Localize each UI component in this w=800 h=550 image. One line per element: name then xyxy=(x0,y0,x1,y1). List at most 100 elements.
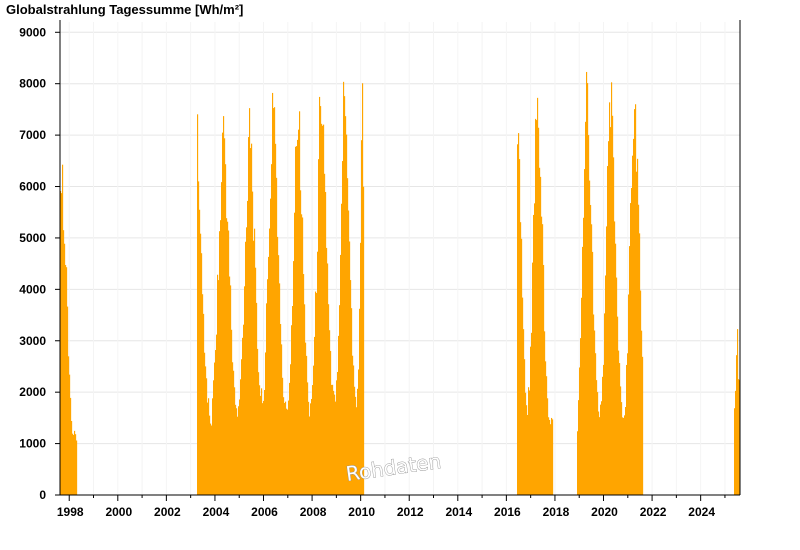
daily-bar xyxy=(254,228,256,495)
x-tick-label: 2004 xyxy=(203,505,230,519)
daily-bar xyxy=(286,408,288,495)
daily-bar xyxy=(280,324,282,495)
daily-bar xyxy=(522,297,524,495)
daily-bar xyxy=(257,348,259,495)
daily-bar xyxy=(611,82,613,495)
daily-bar xyxy=(580,338,582,495)
daily-bar xyxy=(289,382,291,495)
daily-bar xyxy=(304,304,306,495)
daily-bar xyxy=(243,324,245,495)
daily-bar xyxy=(623,417,625,495)
daily-bar xyxy=(582,246,584,495)
daily-bar xyxy=(68,356,70,495)
daily-bar xyxy=(282,377,284,495)
daily-bar xyxy=(205,366,207,495)
x-tick-label: 2010 xyxy=(348,505,375,519)
daily-bar xyxy=(518,133,520,495)
daily-bar xyxy=(285,401,287,495)
daily-bar xyxy=(264,389,266,495)
daily-bar xyxy=(631,188,633,495)
daily-bar xyxy=(201,253,203,495)
daily-bar xyxy=(591,224,593,495)
daily-bar xyxy=(350,280,352,495)
daily-bar xyxy=(227,221,229,495)
daily-bar xyxy=(76,440,78,495)
daily-bar xyxy=(535,118,537,495)
daily-bar xyxy=(259,385,261,495)
daily-bar xyxy=(204,352,206,495)
daily-bar xyxy=(62,164,64,495)
daily-bar xyxy=(218,280,220,495)
daily-bar xyxy=(594,330,596,495)
daily-bar xyxy=(578,400,580,495)
axes xyxy=(55,20,741,501)
daily-bar xyxy=(310,403,312,495)
daily-bar xyxy=(624,415,626,495)
daily-bar xyxy=(520,222,522,495)
daily-bar xyxy=(610,127,612,496)
daily-bar xyxy=(222,132,224,495)
daily-bar xyxy=(641,330,643,495)
daily-bar xyxy=(351,308,353,495)
y-tick-label: 8000 xyxy=(19,77,46,91)
daily-bar xyxy=(348,210,350,495)
daily-bar xyxy=(220,220,222,495)
daily-bar xyxy=(625,407,627,495)
daily-bar xyxy=(65,264,67,495)
daily-bar xyxy=(318,159,320,495)
x-tick-label: 2016 xyxy=(494,505,521,519)
daily-bar xyxy=(586,71,588,495)
daily-bar xyxy=(636,171,638,495)
daily-bar xyxy=(326,247,328,495)
daily-bar xyxy=(307,382,309,495)
daily-bar xyxy=(209,415,211,495)
daily-bar xyxy=(544,331,546,495)
daily-bar xyxy=(630,203,632,495)
daily-bar xyxy=(536,120,538,496)
x-tick-label: 2006 xyxy=(251,505,278,519)
daily-bar xyxy=(268,256,270,495)
daily-bar xyxy=(629,246,631,495)
daily-bar xyxy=(207,402,209,495)
daily-bar xyxy=(210,423,212,495)
daily-bar xyxy=(325,191,327,495)
daily-bar xyxy=(214,362,216,495)
daily-bar xyxy=(293,261,295,495)
daily-bar xyxy=(338,335,340,495)
daily-bar xyxy=(238,406,240,495)
daily-bar xyxy=(71,420,73,495)
daily-bar xyxy=(528,387,530,495)
daily-bar xyxy=(352,355,354,495)
daily-bar xyxy=(599,417,601,495)
daily-bar xyxy=(542,224,544,495)
daily-bar xyxy=(274,107,276,495)
daily-bar xyxy=(219,231,221,496)
daily-bar xyxy=(596,380,598,495)
daily-bar xyxy=(331,384,333,495)
daily-bar xyxy=(545,361,547,495)
daily-bar xyxy=(323,124,325,496)
daily-bar xyxy=(354,386,356,495)
daily-bar xyxy=(537,97,539,495)
x-tick-label: 2002 xyxy=(154,505,181,519)
daily-bar xyxy=(74,430,76,495)
daily-bar xyxy=(609,102,611,495)
daily-bar xyxy=(305,342,307,495)
daily-bar xyxy=(272,92,274,495)
daily-bar xyxy=(291,325,293,495)
daily-bar xyxy=(208,398,210,495)
daily-bar xyxy=(587,83,589,496)
daily-bar xyxy=(342,161,344,496)
daily-bar xyxy=(360,242,362,495)
daily-bar xyxy=(358,369,360,495)
daily-bar xyxy=(64,243,66,495)
daily-bar xyxy=(60,191,62,496)
daily-bar xyxy=(200,233,202,496)
daily-bar xyxy=(294,212,296,495)
daily-bar xyxy=(356,407,358,495)
daily-bar xyxy=(737,329,739,495)
daily-bar xyxy=(608,141,610,496)
daily-bar xyxy=(736,355,738,495)
daily-bar xyxy=(583,217,585,495)
